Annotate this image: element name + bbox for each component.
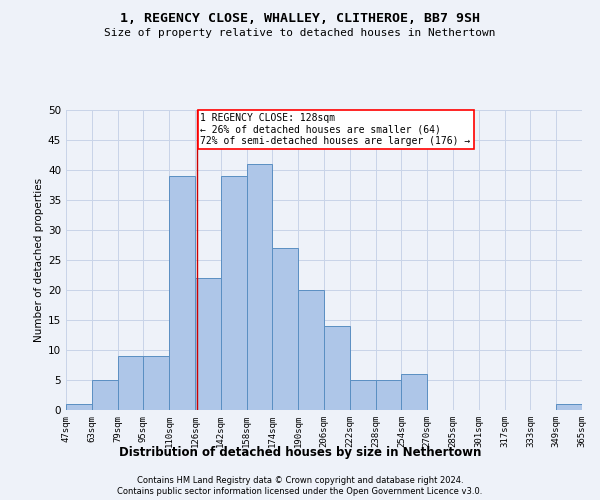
Bar [556, 404, 582, 410]
Y-axis label: Number of detached properties: Number of detached properties [34, 178, 44, 342]
Bar [169, 176, 195, 410]
Bar [221, 176, 247, 410]
Bar [247, 164, 272, 410]
Bar [272, 248, 298, 410]
Text: Contains HM Land Registry data © Crown copyright and database right 2024.: Contains HM Land Registry data © Crown c… [137, 476, 463, 485]
Bar [350, 380, 376, 410]
Bar [376, 380, 401, 410]
Text: 1, REGENCY CLOSE, WHALLEY, CLITHEROE, BB7 9SH: 1, REGENCY CLOSE, WHALLEY, CLITHEROE, BB… [120, 12, 480, 26]
Bar [143, 356, 169, 410]
Bar [324, 326, 350, 410]
Bar [298, 290, 324, 410]
Bar [66, 404, 92, 410]
Bar [195, 278, 221, 410]
Bar [118, 356, 143, 410]
Bar [401, 374, 427, 410]
Text: 1 REGENCY CLOSE: 128sqm
← 26% of detached houses are smaller (64)
72% of semi-de: 1 REGENCY CLOSE: 128sqm ← 26% of detache… [200, 113, 471, 146]
Text: Distribution of detached houses by size in Nethertown: Distribution of detached houses by size … [119, 446, 481, 459]
Text: Size of property relative to detached houses in Nethertown: Size of property relative to detached ho… [104, 28, 496, 38]
Text: Contains public sector information licensed under the Open Government Licence v3: Contains public sector information licen… [118, 487, 482, 496]
Bar [92, 380, 118, 410]
